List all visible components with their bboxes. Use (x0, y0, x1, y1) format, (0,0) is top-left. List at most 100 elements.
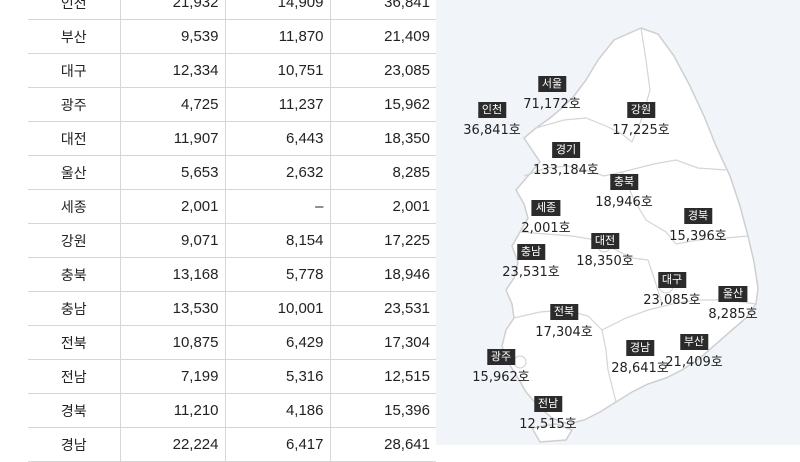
table-row: 전남 7,199 5,316 12,515 (28, 359, 436, 394)
region-cell: 부산 (28, 19, 121, 54)
province-borders (513, 27, 757, 403)
region-cell: 대전 (28, 121, 121, 156)
map-label-gyeongbuk: 경북 15,396호 (669, 204, 727, 244)
map-label-name: 광주 (486, 349, 516, 365)
housing-table-container: 인천 21,932 14,909 36,841 부산 9,539 11,870 21,409 대… (28, 0, 436, 462)
map-label-value: 15,962호 (472, 370, 530, 385)
map-label-value: 18,946호 (595, 195, 653, 210)
table-row: 대구 12,334 10,751 23,085 (28, 53, 436, 88)
table-row: 세종 2,001–2,001 (28, 189, 436, 224)
count-cell: 18,946 (330, 257, 436, 292)
map-label-value: 133,184호 (533, 163, 599, 178)
region-cell: 충북 (28, 257, 121, 292)
count-cell: 5,778 (225, 257, 331, 292)
map-label-value: 23,531호 (502, 265, 560, 280)
count-cell: 21,409 (330, 19, 436, 54)
region-cell: 강원 (28, 223, 121, 258)
map-label-name: 대전 (590, 233, 620, 249)
map-label-value: 15,396호 (669, 229, 727, 244)
map-label-daegu: 대구 23,085호 (643, 268, 701, 308)
region-cell: 경북 (28, 393, 121, 428)
map-label-name: 강원 (626, 102, 656, 118)
count-cell: 9,071 (120, 223, 226, 258)
map-label-name: 전북 (549, 304, 579, 320)
region-cell: 충남 (28, 291, 121, 326)
map-label-sejong: 세종 2,001호 (521, 196, 571, 236)
map-label-name: 서울 (537, 76, 567, 92)
table-row: 인천 21,932 14,909 36,841 (28, 0, 436, 20)
region-cell: 전남 (28, 359, 121, 394)
map-label-value: 17,304호 (535, 325, 593, 340)
count-cell: 17,225 (330, 223, 436, 258)
count-cell: 13,168 (120, 257, 226, 292)
map-label-busan: 부산 21,409호 (665, 330, 723, 370)
map-label-gwangju: 광주 15,962호 (472, 345, 530, 385)
count-cell: 21,932 (120, 0, 226, 20)
map-label-name: 세종 (531, 200, 561, 216)
count-cell: 11,907 (120, 121, 226, 156)
map-label-seoul: 서울 71,172호 (523, 72, 581, 112)
table-row: 경북 11,210 4,186 15,396 (28, 393, 436, 428)
table-row: 부산 9,539 11,870 21,409 (28, 19, 436, 54)
table-row: 광주 4,725 11,237 15,962 (28, 87, 436, 122)
count-cell: 36,841 (330, 0, 436, 20)
count-cell: 8,154 (225, 223, 331, 258)
count-cell: 15,962 (330, 87, 436, 122)
count-cell: 10,875 (120, 325, 226, 360)
map-label-daejeon: 대전 18,350호 (576, 229, 634, 269)
count-cell: 4,725 (120, 87, 226, 122)
count-cell: 10,001 (225, 291, 331, 326)
map-label-name: 경남 (625, 340, 655, 356)
table-row: 대전 11,907 6,443 18,350 (28, 121, 436, 156)
map-label-name: 경북 (683, 208, 713, 224)
count-cell: 23,085 (330, 53, 436, 88)
count-cell: 14,909 (225, 0, 331, 20)
region-cell: 전북 (28, 325, 121, 360)
map-label-jeonnam: 전남 12,515호 (519, 392, 577, 432)
map-label-chungnam: 충남 23,531호 (502, 240, 560, 280)
count-cell: 4,186 (225, 393, 331, 428)
count-cell: 10,751 (225, 53, 331, 88)
map-label-jeonbuk: 전북 17,304호 (535, 300, 593, 340)
table-row: 강원 9,071 8,154 17,225 (28, 223, 436, 258)
map-label-name: 전남 (533, 396, 563, 412)
map-label-name: 대구 (657, 272, 687, 288)
region-cell: 광주 (28, 87, 121, 122)
region-cell: 울산 (28, 155, 121, 190)
count-cell: 9,539 (120, 19, 226, 54)
map-label-value: 71,172호 (523, 97, 581, 112)
count-cell: 5,653 (120, 155, 226, 190)
map-label-name: 인천 (477, 102, 507, 118)
map-label-value: 18,350호 (576, 254, 634, 269)
count-cell: 8,285 (330, 155, 436, 190)
map-label-value: 36,841호 (463, 123, 521, 138)
table-row: 전북 10,875 6,429 17,304 (28, 325, 436, 360)
map-label-gangwon: 강원 17,225호 (612, 98, 670, 138)
count-cell: 13,530 (120, 291, 226, 326)
count-cell: 6,443 (225, 121, 331, 156)
count-cell: 11,870 (225, 19, 331, 54)
count-cell: 15,396 (330, 393, 436, 428)
count-cell: 7,199 (120, 359, 226, 394)
map-label-ulsan: 울산 8,285호 (708, 282, 758, 322)
map-island (530, 423, 574, 443)
count-cell: 11,210 (120, 393, 226, 428)
map-label-name: 울산 (718, 286, 748, 302)
table-row: 충남 13,530 10,001 23,531 (28, 291, 436, 326)
map-label-value: 12,515호 (519, 417, 577, 432)
map-label-gyeonggi: 경기 133,184호 (533, 138, 599, 178)
count-cell: – (225, 189, 331, 224)
table-row: 울산 5,653 2,632 8,285 (28, 155, 436, 190)
count-cell: 23,531 (330, 291, 436, 326)
count-cell: 2,632 (225, 155, 331, 190)
count-cell: 5,316 (225, 359, 331, 394)
count-cell: 6,429 (225, 325, 331, 360)
count-cell: 17,304 (330, 325, 436, 360)
count-cell: 12,515 (330, 359, 436, 394)
map-label-value: 8,285호 (708, 307, 758, 322)
region-cell: 세종 (28, 189, 121, 224)
count-cell: 12,334 (120, 53, 226, 88)
map-label-value: 2,001호 (521, 221, 571, 236)
count-cell: 18,350 (330, 121, 436, 156)
map-label-value: 21,409호 (665, 355, 723, 370)
